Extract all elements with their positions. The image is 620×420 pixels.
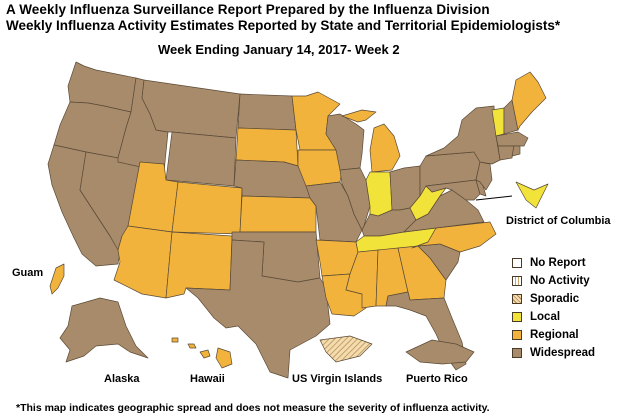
state-MI	[341, 109, 401, 173]
report-subtitle: Weekly Influenza Activity Estimates Repo…	[6, 18, 561, 33]
legend-swatch	[512, 312, 522, 322]
legend-item-local: Local	[512, 308, 595, 326]
legend-label: No Activity	[530, 275, 590, 287]
state-HI	[171, 337, 233, 369]
legend-swatch	[512, 276, 522, 286]
puerto-rico-label: Puerto Rico	[406, 373, 468, 385]
state-CO	[171, 181, 243, 235]
territory-GU	[49, 263, 65, 295]
state-WI	[325, 113, 365, 171]
legend-label: Sporadic	[530, 293, 580, 305]
legend: No Report No Activity Sporadic Local Reg…	[512, 254, 595, 362]
legend-swatch	[512, 258, 522, 268]
legend-swatch	[512, 330, 522, 340]
territory-VI	[319, 335, 373, 363]
usvi-label: US Virgin Islands	[292, 373, 382, 385]
territory-PR	[405, 339, 475, 365]
state-IN	[365, 171, 393, 217]
state-AZ	[113, 225, 173, 299]
state-RI	[511, 145, 521, 157]
legend-swatch	[512, 348, 522, 358]
state-ND	[237, 93, 297, 131]
state-MA	[495, 131, 529, 147]
legend-label: No Report	[530, 257, 586, 269]
state-CT	[497, 145, 515, 161]
state-NC	[411, 221, 497, 253]
state-MT	[141, 79, 241, 139]
hawaii-label: Hawaii	[190, 373, 225, 385]
state-KS	[239, 195, 317, 233]
legend-label: Regional	[530, 329, 579, 341]
region-DC	[515, 181, 549, 209]
state-AK	[59, 297, 149, 363]
report-title: A Weekly Influenza Surveillance Report P…	[6, 2, 490, 17]
state-WY	[165, 131, 237, 187]
legend-label: Local	[530, 311, 561, 323]
dc-leader-line	[475, 195, 513, 201]
legend-swatch	[512, 294, 522, 304]
state-NM	[165, 231, 233, 299]
dc-label: District of Columbia	[506, 215, 611, 227]
state-ME	[511, 71, 547, 131]
legend-item-no-activity: No Activity	[512, 272, 595, 290]
state-TX	[185, 239, 331, 379]
legend-label: Widespread	[530, 347, 596, 359]
guam-label: Guam	[12, 267, 43, 279]
week-label: Week Ending January 14, 2017- Week 2	[158, 42, 400, 57]
legend-item-sporadic: Sporadic	[512, 290, 595, 308]
legend-item-regional: Regional	[512, 326, 595, 344]
legend-item-widespread: Widespread	[512, 344, 595, 362]
legend-item-no-report: No Report	[512, 254, 595, 272]
footnote: *This map indicates geographic spread an…	[16, 402, 490, 414]
alaska-label: Alaska	[104, 373, 140, 385]
